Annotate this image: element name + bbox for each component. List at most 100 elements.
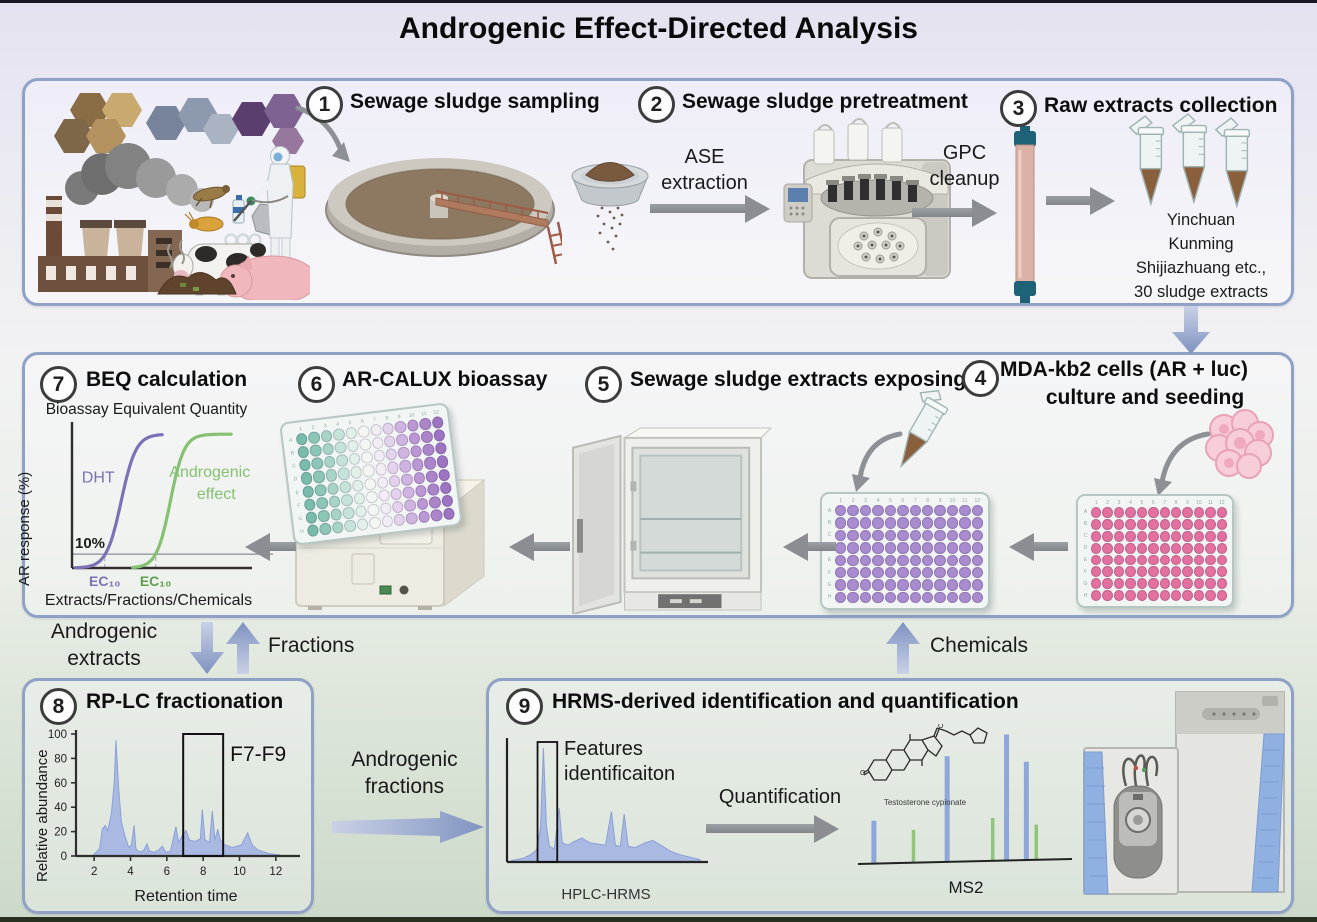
well	[909, 517, 921, 529]
well	[385, 447, 398, 462]
plate-col-label: 2	[851, 497, 855, 504]
extract-cities-label: Yinchuan Kunming Shijiazhuang etc., 30 s…	[1108, 208, 1294, 304]
step-3-title: Raw extracts collection	[1044, 94, 1278, 117]
well	[357, 424, 370, 439]
well	[897, 566, 909, 579]
svg-text:4: 4	[127, 866, 134, 878]
well	[1113, 566, 1125, 578]
well	[405, 511, 419, 526]
well	[847, 554, 859, 566]
plate-col-label: 8	[1174, 499, 1178, 506]
well	[971, 517, 983, 529]
well	[921, 579, 934, 591]
seeding-to-exposure-arrow	[1009, 532, 1068, 561]
well	[1182, 566, 1193, 578]
beq-ylabel: AR response (%)	[16, 471, 33, 586]
well	[909, 505, 921, 517]
plate-col-label: 7	[372, 416, 377, 423]
well	[1170, 530, 1182, 542]
well	[1102, 507, 1113, 518]
well	[946, 529, 959, 542]
well	[1091, 554, 1102, 566]
well	[1125, 554, 1136, 566]
well	[338, 480, 352, 494]
step-4-title-line2: culture and seeding	[1045, 386, 1245, 409]
plate-row-label: G	[1083, 580, 1088, 587]
well	[1182, 507, 1193, 518]
well	[1205, 578, 1216, 590]
well	[946, 566, 959, 579]
well	[1205, 542, 1216, 554]
well	[305, 510, 318, 525]
svg-text:EC₁₀: EC₁₀	[89, 573, 121, 589]
step-4-digit: 4	[974, 366, 987, 390]
well	[365, 490, 378, 504]
features-line1: Features	[564, 738, 643, 760]
plate-row-label: C	[1083, 533, 1088, 540]
plate-col-label: 5	[888, 497, 892, 504]
hexagons-icon	[54, 93, 304, 154]
well	[429, 508, 443, 522]
svg-text:100: 100	[48, 729, 67, 741]
molecule-name-label: Testosterone cypionate	[883, 798, 967, 807]
svg-text:20: 20	[54, 827, 67, 839]
well	[872, 566, 884, 579]
plate-row-label: B	[290, 450, 295, 457]
svg-text:6: 6	[164, 866, 170, 878]
plate-col-label: 7	[1163, 499, 1167, 506]
well	[360, 450, 374, 465]
well	[934, 566, 946, 579]
svg-text:EC₁₀: EC₁₀	[140, 573, 172, 589]
svg-text:80: 80	[54, 753, 67, 765]
well	[1125, 507, 1136, 518]
well	[1205, 590, 1216, 601]
step-6-title: AR-CALUX bioassay	[342, 368, 548, 391]
fractions-label: Fractions	[268, 634, 355, 657]
well	[847, 566, 859, 579]
plate-row-label: E	[1083, 556, 1088, 563]
gpc-arrow	[912, 198, 997, 227]
well	[859, 591, 872, 603]
well	[1193, 507, 1205, 518]
well	[971, 566, 983, 579]
well	[1159, 518, 1170, 530]
figure-title: Androgenic Effect-Directed Analysis	[398, 12, 918, 45]
well	[300, 471, 314, 486]
well	[971, 579, 983, 591]
well	[1102, 578, 1113, 590]
well	[847, 542, 859, 554]
well	[1148, 590, 1159, 601]
well	[897, 529, 909, 542]
plate-col-label: 3	[864, 497, 867, 504]
well	[301, 484, 315, 499]
well	[380, 514, 394, 529]
well	[1159, 590, 1170, 601]
plate-col-label: 8	[385, 414, 389, 422]
well	[1205, 554, 1216, 566]
well	[1159, 554, 1170, 566]
well	[1102, 518, 1113, 530]
well	[417, 510, 431, 524]
plate-col-label: 11	[962, 497, 968, 504]
well	[431, 415, 444, 430]
step-3-number: 3	[1000, 90, 1037, 127]
plate-col-label: 1	[839, 497, 843, 504]
well	[1216, 566, 1227, 578]
well	[394, 420, 407, 434]
well	[1205, 530, 1216, 542]
plate-col-label: 6	[1151, 499, 1155, 506]
well	[921, 505, 934, 517]
step-9-number: 9	[506, 688, 543, 725]
features-identification-label: Features identificaiton	[564, 737, 675, 787]
step-8-title: RP-LC fractionation	[86, 690, 284, 713]
insects-icon	[184, 185, 230, 232]
plate-row-label: D	[293, 476, 298, 483]
well	[835, 517, 847, 529]
well	[298, 458, 312, 472]
well	[859, 529, 872, 542]
plate-row-label: B	[827, 520, 832, 527]
well	[440, 494, 454, 508]
well	[1170, 507, 1182, 518]
step-5-number: 5	[585, 366, 622, 403]
